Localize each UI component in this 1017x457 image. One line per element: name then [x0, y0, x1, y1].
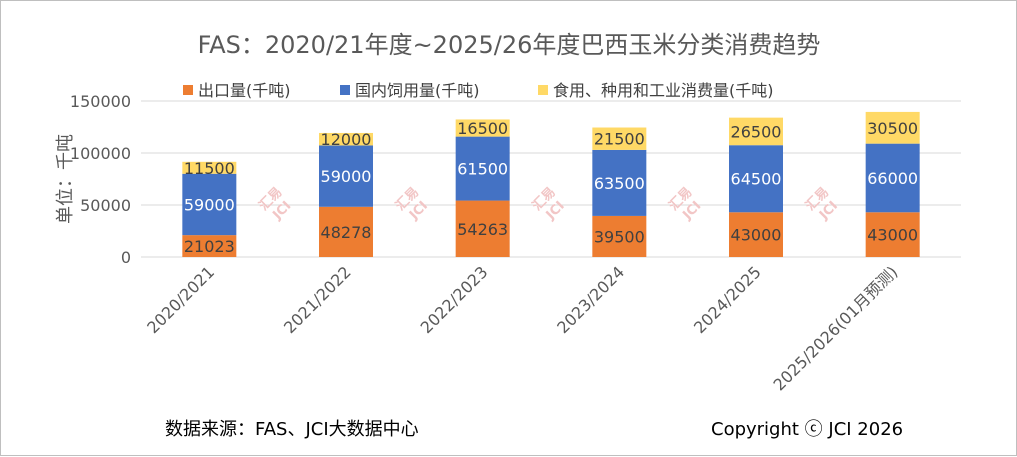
y-tick-label: 50000 [80, 196, 131, 215]
bar-segment [455, 136, 510, 201]
x-tick-label: 2021/2022 [280, 262, 355, 337]
x-tick-labels: 2020/2021 2021/2022 2022/2023 2023/2024 2024… [143, 262, 901, 394]
x-tick-label: 2022/2023 [417, 262, 492, 337]
bar-segment [455, 119, 510, 137]
x-tick-label: 2023/2024 [553, 262, 628, 337]
bar-segment [182, 235, 237, 257]
legend: 出口量(千吨) 国内饲用量(千吨) 食用、种用和工业消费量(千吨) [183, 81, 774, 100]
data-label: 48278 [321, 223, 372, 242]
y-tick-label: 100000 [70, 144, 131, 163]
data-label: 66000 [867, 169, 918, 188]
data-label: 39500 [594, 227, 645, 246]
bars [182, 111, 920, 257]
bar-segment [729, 145, 783, 213]
bar-segment [182, 173, 237, 236]
bar-segment [592, 215, 647, 257]
x-tick-label: 2024/2025 [690, 262, 765, 337]
bar-segment [319, 206, 373, 257]
data-label: 61500 [457, 160, 508, 179]
legend-swatch [183, 85, 193, 95]
source-note: 数据来源：FAS、JCI大数据中心 [165, 419, 419, 440]
data-label: 16500 [457, 119, 508, 138]
bar-segment [865, 111, 920, 144]
data-label: 12000 [321, 130, 372, 149]
gridlines [141, 100, 961, 258]
data-labels: 21023 59000 11500 48278 59000 12000 54263 61500… [184, 119, 918, 256]
data-label: 21500 [594, 130, 645, 149]
data-label: 59000 [321, 167, 372, 186]
data-label: 43000 [867, 226, 918, 245]
data-label: 21023 [184, 237, 235, 256]
bar-segment [319, 132, 373, 146]
data-label: 26500 [731, 122, 782, 141]
bar-segment [592, 149, 647, 216]
bar-segment [182, 161, 237, 174]
legend-label: 国内饲用量(千吨) [355, 81, 480, 100]
legend-label: 出口量(千吨) [198, 81, 291, 100]
data-label: 59000 [184, 195, 235, 214]
data-label: 64500 [731, 170, 782, 189]
x-tick-label: 2025/2026(01月预测) [769, 262, 901, 394]
bar-segment [729, 117, 783, 146]
legend-swatch [538, 85, 548, 95]
x-tick-label: 2020/2021 [143, 262, 218, 337]
legend-label: 食用、种用和工业消费量(千吨) [553, 81, 774, 100]
bar-segment [865, 143, 920, 213]
data-label: 30500 [867, 119, 918, 138]
data-label: 54263 [457, 220, 508, 239]
bar-segment [729, 212, 783, 257]
bar-segment [455, 200, 510, 257]
bar-segment [592, 127, 647, 150]
copyright-note: Copyright ⓒ JCI 2026 [711, 419, 903, 440]
data-label: 11500 [184, 159, 235, 178]
y-tick-label: 150000 [70, 92, 131, 111]
data-label: 63500 [594, 174, 645, 193]
chart-title: FAS：2020/21年度~2025/26年度巴西玉米分类消费趋势 [198, 31, 821, 59]
y-tick-labels: 0 50000 100000 150000 [70, 92, 131, 267]
bar-segment [865, 212, 920, 257]
y-tick-label: 0 [121, 248, 131, 267]
data-label: 43000 [731, 226, 782, 245]
bar-segment [319, 145, 373, 207]
y-axis-label: 单位：千吨 [55, 134, 76, 224]
legend-swatch [340, 85, 350, 95]
